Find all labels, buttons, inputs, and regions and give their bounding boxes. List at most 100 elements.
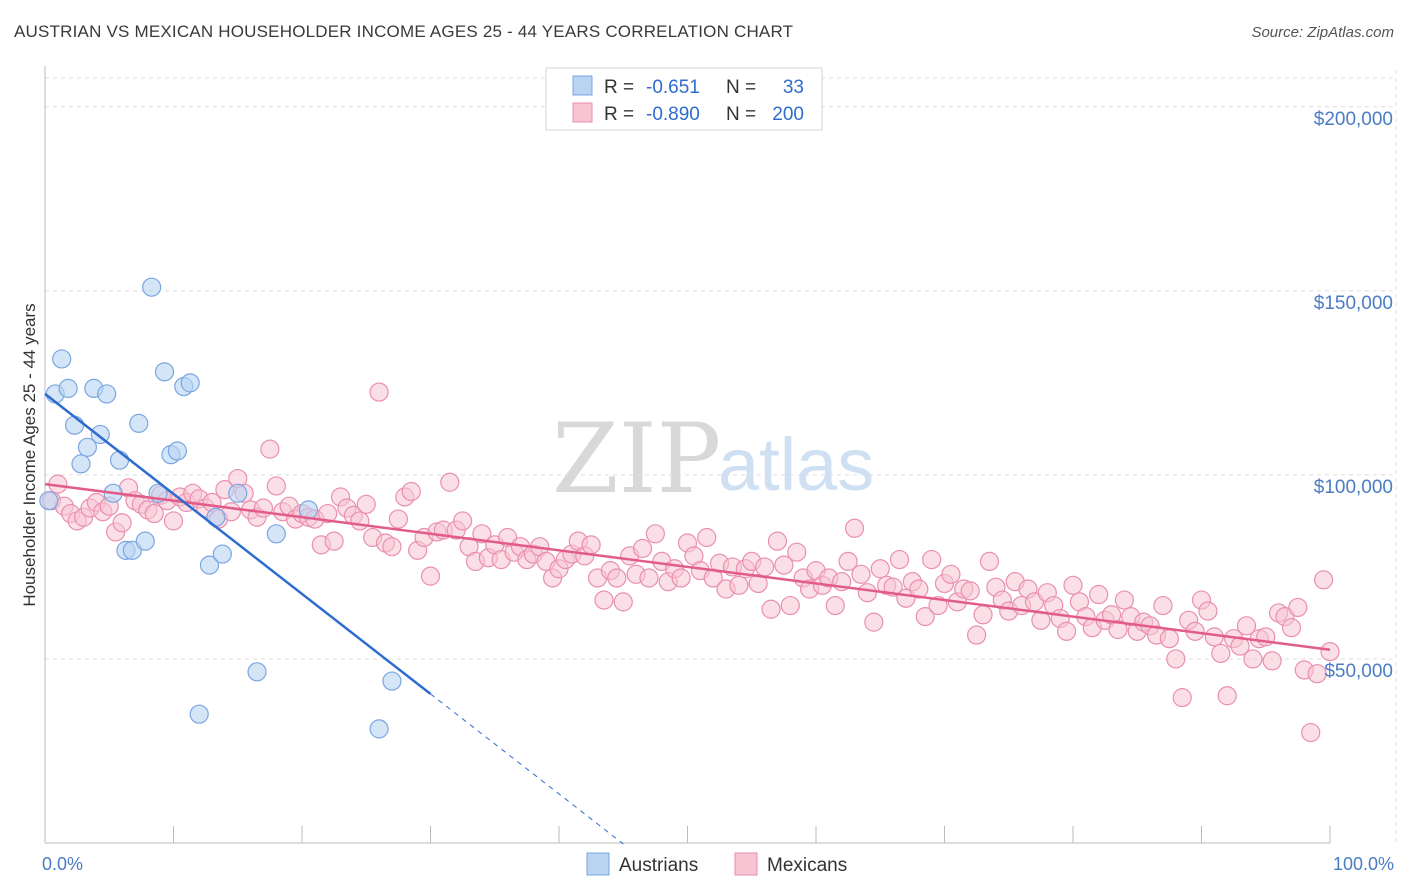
watermark-atlas: atlas (718, 423, 874, 506)
mexicans-trend-line (44, 482, 1331, 651)
source-credit: Source: ZipAtlas.com (1251, 24, 1394, 41)
mexicans-point-173 (1153, 595, 1173, 616)
mexicans-point-125 (844, 518, 865, 538)
mexicans-point-198 (1313, 570, 1334, 590)
mexicans-point-59 (420, 566, 441, 586)
mexicans-point-174 (1159, 629, 1179, 649)
austrians-point-11 (109, 450, 130, 470)
austrians-point-3 (58, 378, 78, 399)
legend-n-value-austrians: 33 (783, 77, 804, 98)
mexicans-point-88 (607, 568, 627, 588)
mexicans-point-89 (613, 592, 633, 612)
mexicans-point-49 (356, 494, 376, 514)
austrians-trend-extension (430, 693, 624, 845)
austrians-point-14 (129, 413, 149, 433)
mexicans-point-115 (780, 595, 800, 616)
mexicans-point-84 (581, 535, 601, 555)
mexicans-point-86 (594, 590, 614, 610)
mexicans-point-51 (369, 382, 389, 402)
mexicans-point-129 (870, 559, 890, 579)
mexicans-point-197 (1307, 664, 1327, 684)
mexicans-point-114 (774, 555, 794, 575)
mexicans-point-44 (324, 531, 344, 551)
austrians-point-22 (180, 373, 200, 393)
legend-swatch-austrians (572, 75, 593, 96)
mexicans-point-54 (388, 509, 408, 529)
mexicans-point-116 (787, 542, 807, 562)
mexicans-point-145 (973, 605, 993, 625)
mexicans-point-16 (144, 503, 164, 524)
austrians-point-2 (52, 349, 72, 369)
y-tick-label-2: $150,000 (1314, 293, 1393, 314)
mexicans-point-19 (163, 511, 184, 531)
austrians-point-32 (382, 671, 402, 691)
mexicans-point-112 (761, 599, 781, 619)
axes (44, 66, 1331, 844)
austrians-point-18 (154, 362, 175, 382)
legend-n-label-austrians: N = (726, 77, 756, 98)
mexicans-point-143 (960, 581, 980, 601)
chart-title: AUSTRIAN VS MEXICAN HOUSEHOLDER INCOME A… (14, 22, 794, 41)
x-tick-label-min: 0.0% (42, 854, 83, 874)
mexicans-point-163 (1089, 584, 1109, 605)
austrians-point-26 (212, 544, 232, 564)
mexicans-point-140 (941, 564, 961, 584)
mexicans-point-62 (440, 472, 460, 492)
bottom-legend-swatch-austrians (586, 852, 610, 876)
mexicans-point-53 (382, 537, 402, 557)
mexicans-point-107 (729, 575, 749, 595)
legend-swatch-mexicans (572, 102, 593, 123)
y-tick-label-3: $200,000 (1314, 109, 1393, 130)
mexicans-point-132 (889, 549, 910, 570)
mexicans-point-35 (266, 476, 286, 496)
mexicans-point-175 (1166, 649, 1186, 669)
austrians-point-20 (167, 441, 187, 461)
austrians-point-28 (247, 662, 267, 682)
legend-r-value-austrians: -0.651 (646, 77, 700, 98)
mexicans-point-126 (851, 564, 871, 584)
austrians-point-24 (199, 555, 220, 575)
austrians-point-5 (71, 454, 91, 474)
y-axis-label: Householder Income Ages 25 - 44 years (20, 303, 39, 606)
mexicans-point-67 (472, 524, 492, 544)
mexicans-point-193 (1281, 618, 1302, 638)
mexicans-point-137 (922, 549, 942, 570)
x-tick-label-max: 100.0% (1333, 854, 1394, 874)
mexicans-point-186 (1236, 616, 1257, 636)
mexicans-point-110 (748, 573, 768, 594)
austrians-point-9 (97, 384, 117, 404)
bottom-legend-austrians: Austrians (619, 855, 698, 876)
mexicans-point-48 (350, 511, 370, 531)
legend-n-value-mexicans: 200 (772, 104, 804, 125)
legend-r-label-austrians: R = (604, 77, 634, 98)
mexicans-point-111 (754, 557, 775, 577)
mexicans-point-159 (1063, 575, 1083, 595)
mexicans-point-64 (453, 511, 473, 531)
mexicans-point-136 (915, 607, 935, 627)
mexicans-point-194 (1288, 597, 1308, 618)
mexicans-point-92 (632, 538, 653, 559)
austrians-point-6 (77, 437, 98, 457)
mexicans-point-138 (928, 595, 948, 616)
mexicans-point-122 (825, 595, 845, 616)
austrians-points (39, 277, 402, 739)
legend-r-label-mexicans: R = (604, 104, 634, 125)
austrians-point-27 (228, 483, 248, 503)
mexicans-point-128 (864, 612, 884, 632)
mexicans-point-93 (639, 568, 659, 588)
mexicans-point-180 (1198, 601, 1218, 621)
trend-lines (44, 392, 1331, 845)
mexicans-point-127 (857, 583, 878, 603)
y-tick-label-1: $100,000 (1314, 477, 1393, 498)
bottom-legend-swatch-mexicans (734, 852, 758, 876)
mexicans-point-34 (260, 439, 280, 459)
mexicans-point-146 (979, 551, 1000, 572)
austrians-point-23 (189, 704, 209, 724)
mexicans-point-199 (1320, 641, 1340, 662)
austrians-point-16 (142, 277, 162, 297)
mexicans-point-56 (401, 481, 421, 502)
mexicans-point-196 (1301, 722, 1321, 743)
austrians-point-31 (369, 719, 389, 739)
legend-n-label-mexicans: N = (726, 104, 756, 125)
